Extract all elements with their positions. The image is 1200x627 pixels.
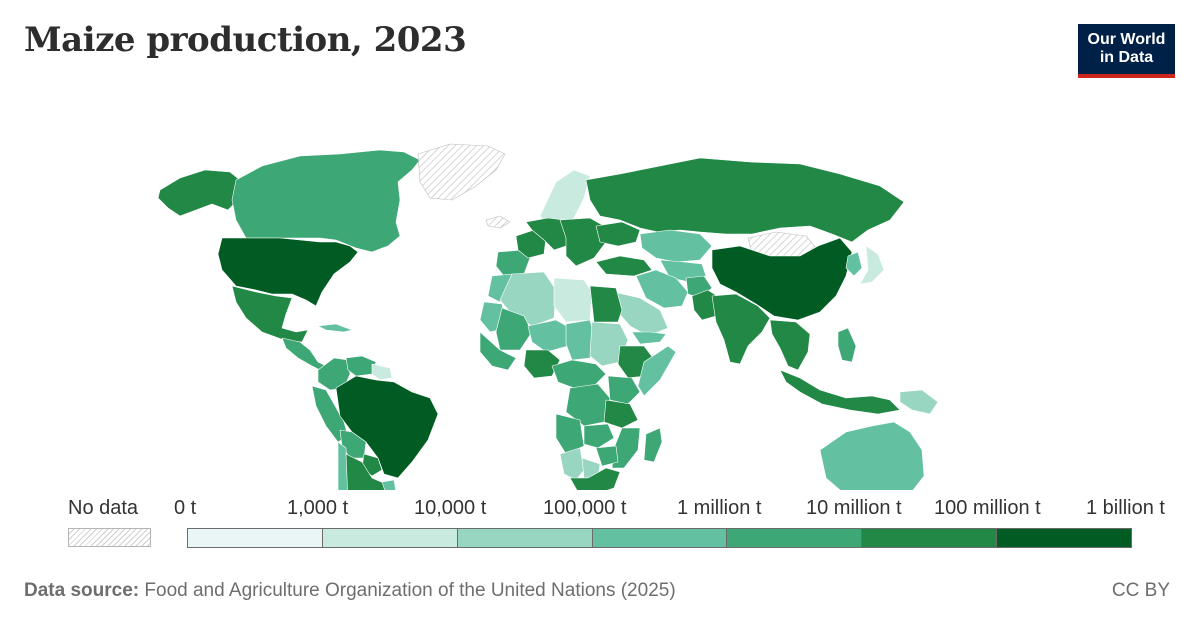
- region-uruguay[interactable]: Uruguay: [381, 479, 396, 490]
- region-argentina[interactable]: Argentina: [345, 453, 387, 490]
- region-mali[interactable]: Mali: [495, 307, 533, 351]
- region-cuba[interactable]: Cuba: [317, 323, 353, 333]
- region-zambia[interactable]: Zambia: [583, 423, 615, 449]
- data-source-label: Data source:: [24, 580, 140, 601]
- region-west-africa[interactable]: West Africa: [479, 331, 517, 371]
- region-tanzania[interactable]: Tanzania: [603, 399, 639, 429]
- legend-bin[interactable]: [457, 529, 593, 547]
- region-nigeria[interactable]: Nigeria: [523, 349, 561, 379]
- region-china[interactable]: China: [711, 237, 853, 321]
- region-south-africa[interactable]: South Africa: [569, 467, 621, 490]
- region-papua-new-guinea[interactable]: Papua New Guinea: [899, 389, 939, 415]
- region-indonesia[interactable]: Indonesia: [779, 369, 901, 415]
- region-canada[interactable]: Canada: [231, 149, 421, 253]
- region-yemen[interactable]: Yemen: [631, 331, 667, 345]
- region-libya[interactable]: Libya: [553, 277, 593, 323]
- data-source: Data source: Food and Agriculture Organi…: [24, 580, 676, 602]
- region-namibia[interactable]: Namibia: [559, 447, 585, 481]
- region-somalia[interactable]: Somalia: [637, 345, 677, 397]
- region-iceland[interactable]: Iceland: [485, 215, 511, 229]
- region-venezuela[interactable]: Venezuela: [345, 355, 377, 377]
- region-kazakhstan[interactable]: Kazakhstan: [639, 229, 713, 263]
- region-ukraine[interactable]: Ukraine: [595, 221, 641, 247]
- region-alaska[interactable]: Alaska: [157, 169, 241, 217]
- owid-logo[interactable]: Our World in Data: [1078, 24, 1175, 78]
- region-scandinavia[interactable]: Scandinavia: [539, 169, 591, 227]
- legend-tick-label: 100,000 t: [543, 497, 627, 519]
- region-india[interactable]: India: [711, 293, 771, 365]
- legend-tick-label: 1,000 t: [287, 497, 349, 519]
- region-southeast-asia[interactable]: Southeast Asia: [769, 319, 811, 371]
- logo-line-2: in Data: [1099, 49, 1154, 66]
- region-russia[interactable]: Russia: [585, 157, 905, 243]
- legend-bin[interactable]: [188, 529, 323, 547]
- region-united-states[interactable]: United States: [217, 237, 359, 307]
- legend-bin[interactable]: [997, 529, 1132, 547]
- legend-bin[interactable]: [592, 529, 728, 547]
- region-eastern-europe[interactable]: Eastern Europe: [559, 217, 607, 267]
- chart-title: Maize production, 2023: [24, 20, 467, 60]
- license-label[interactable]: CC BY: [1111, 580, 1170, 601]
- legend-tick-label: 1 billion t: [1086, 497, 1165, 519]
- region-turkey[interactable]: Turkey: [595, 255, 653, 277]
- legend-color-scale: [187, 528, 1132, 548]
- legend-tick-label: 0 t: [174, 497, 197, 519]
- legend-tick-label: 1 million t: [677, 497, 762, 519]
- legend-no-data-label: No data: [68, 497, 139, 519]
- region-korea[interactable]: Korea: [845, 251, 863, 277]
- region-central-africa[interactable]: Central Africa: [551, 359, 607, 389]
- world-map: Alaska Canada Greenland United States Me…: [157, 143, 939, 490]
- legend-tick-label: 100 million t: [934, 497, 1041, 519]
- legend-tick-label: 10,000 t: [414, 497, 487, 519]
- legend-bin[interactable]: [322, 529, 458, 547]
- region-egypt[interactable]: Egypt: [589, 285, 623, 323]
- region-zimbabwe[interactable]: Zimbabwe: [595, 445, 619, 467]
- region-mexico[interactable]: Mexico: [231, 285, 309, 343]
- region-niger[interactable]: Niger: [527, 319, 571, 353]
- data-source-text[interactable]: Food and Agriculture Organization of the…: [144, 580, 676, 601]
- legend-bin[interactable]: [727, 529, 863, 547]
- region-iran[interactable]: Iran: [635, 269, 689, 309]
- legend-bin[interactable]: [862, 529, 998, 547]
- logo-line-1: Our World: [1087, 31, 1166, 48]
- region-philippines[interactable]: Philippines: [837, 327, 857, 363]
- region-chad[interactable]: Chad: [565, 319, 597, 361]
- region-guyana[interactable]: Guyana: [371, 363, 393, 381]
- region-japan[interactable]: Japan: [859, 245, 885, 285]
- region-kenya[interactable]: Kenya: [607, 375, 641, 405]
- region-madagascar[interactable]: Madagascar: [643, 427, 663, 463]
- region-australia[interactable]: Australia: [819, 421, 925, 490]
- region-greenland[interactable]: Greenland: [417, 143, 506, 201]
- legend-tick-label: 10 million t: [806, 497, 902, 519]
- region-colombia[interactable]: Colombia: [317, 357, 351, 391]
- legend-no-data-swatch[interactable]: [68, 528, 151, 547]
